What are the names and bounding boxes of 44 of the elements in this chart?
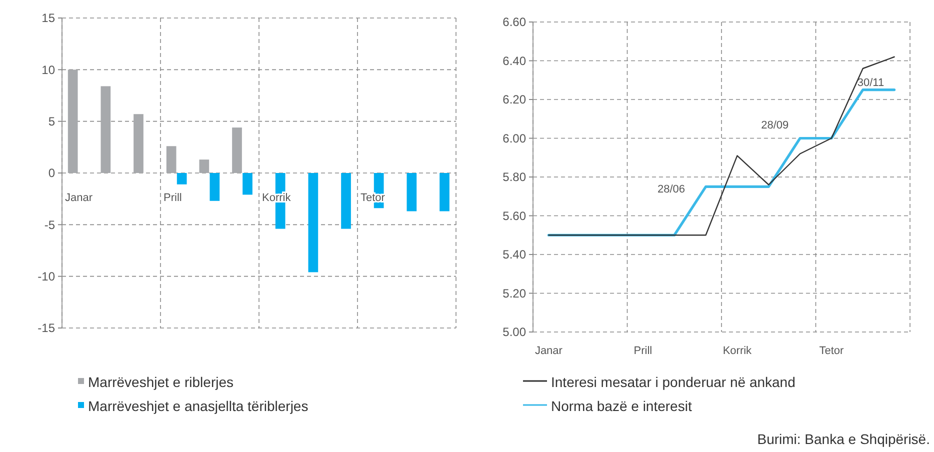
y-tick-label: 5.20 — [502, 286, 526, 300]
y-tick-label: 5.00 — [502, 325, 526, 340]
y-tick-label: -5 — [44, 218, 56, 232]
legend-label: Marrëveshjet e anasjellta tëriblerjes — [88, 398, 308, 414]
y-tick-label: 6.60 — [502, 15, 526, 30]
y-tick-label: 0 — [48, 166, 56, 180]
x-tick-label: Prill — [164, 192, 182, 204]
legend-label: Interesi mesatar i ponderuar në ankand — [551, 374, 796, 390]
y-tick-label: 15 — [42, 11, 56, 26]
y-tick-label: -10 — [38, 270, 56, 284]
bar — [176, 173, 187, 184]
y-tick-label: 5.80 — [502, 170, 526, 184]
bar — [440, 173, 450, 212]
legend-label: Marrëveshjet e riblerjes — [88, 374, 234, 390]
line-series — [548, 56, 895, 236]
bar — [134, 114, 144, 173]
x-tick-label: Janar — [534, 345, 563, 357]
bar — [68, 70, 78, 173]
bar — [308, 173, 318, 272]
bar — [166, 146, 176, 173]
bar — [199, 160, 210, 173]
annotation: 28/09 — [761, 120, 789, 132]
bar — [406, 173, 417, 212]
bar — [341, 173, 351, 229]
y-tick-label: 5 — [48, 114, 56, 129]
y-tick-label: 10 — [42, 62, 56, 77]
y-tick-label: 6.40 — [502, 54, 526, 68]
legend-label: Norma bazë e interesit — [551, 398, 692, 414]
annotation: 30/11 — [857, 76, 884, 89]
bar — [242, 173, 252, 195]
bar — [232, 128, 242, 173]
x-tick-label: Janar — [65, 192, 93, 204]
y-tick-label: 5.60 — [502, 208, 526, 223]
x-tick-label: Prill — [634, 345, 652, 357]
bar — [100, 86, 111, 173]
y-tick-label: 6.00 — [502, 131, 526, 146]
y-tick-label: -15 — [38, 321, 56, 336]
annotation: 28/06 — [657, 184, 685, 196]
y-tick-label: 6.20 — [502, 92, 526, 107]
x-tick-label: Korrik — [722, 345, 752, 357]
x-tick-label: Tetor — [819, 345, 844, 357]
bar — [210, 173, 220, 201]
y-tick-label: 5.40 — [502, 248, 526, 262]
text: Burimi: Banka e Shqipërisë. — [757, 431, 930, 447]
